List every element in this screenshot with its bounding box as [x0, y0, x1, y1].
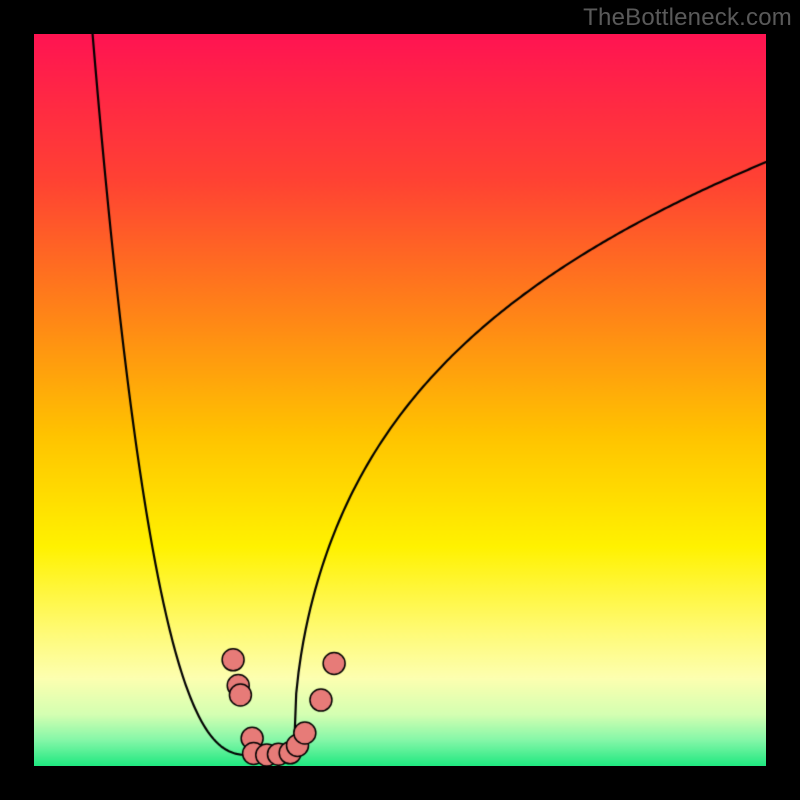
- chart-stage: TheBottleneck.com: [0, 0, 800, 800]
- bottleneck-curve-canvas: [34, 34, 766, 766]
- watermark-text: TheBottleneck.com: [583, 4, 792, 32]
